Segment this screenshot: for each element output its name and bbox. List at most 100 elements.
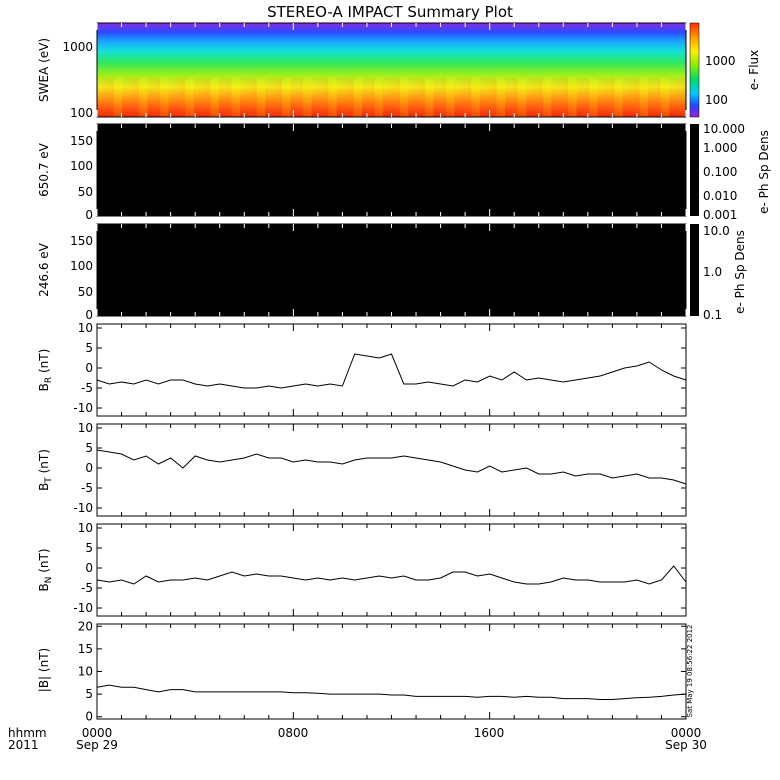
swea-streak: [614, 78, 619, 117]
flux-colorbar-label: e- Flux: [747, 50, 761, 90]
swea-streak: [681, 78, 686, 117]
swea-streak: [467, 78, 472, 117]
swea-streak: [109, 78, 114, 117]
swea-streak: [589, 78, 594, 117]
bmag-trace: [96, 684, 687, 700]
swea-streak: [113, 78, 118, 117]
swea-streak: [151, 78, 156, 117]
swea-streak: [332, 78, 337, 117]
swea-streak: [240, 78, 245, 117]
swea-streak: [219, 78, 224, 117]
bn-ytick-label-1: 5: [85, 541, 93, 555]
br-ytick-label-0: 10: [78, 321, 93, 335]
swea-streak: [336, 78, 341, 117]
pad-246-cbar-tick-10: 10.0: [703, 224, 730, 238]
swea-streak: [475, 78, 480, 117]
swea-streak: [105, 78, 110, 117]
br-ytick-label-1: 5: [85, 341, 93, 355]
pad-650-cbar-label: e- Ph Sp Dens: [757, 130, 771, 214]
swea-streak: [509, 78, 514, 117]
pad-650-ylabel: 650.7 eV: [37, 142, 51, 197]
swea-streak: [155, 78, 161, 117]
swea-streak: [126, 78, 131, 117]
pad-246-ylabel: 246.6 eV: [37, 242, 51, 297]
br-frame: [96, 323, 687, 417]
panel-pad-246: 246.6 eV 150 100 50 0 10.0 1.0 0.1 e- Ph…: [37, 223, 747, 322]
swea-streak: [442, 78, 447, 117]
bn-frame: [96, 523, 687, 617]
pad-650-spectrogram: [97, 124, 686, 216]
pad-650-ytick-100: 100: [70, 159, 93, 173]
swea-streak: [425, 78, 430, 117]
swea-streak: [387, 78, 392, 117]
swea-streak: [437, 78, 442, 117]
swea-streak: [315, 78, 320, 117]
swea-streak: [383, 78, 388, 117]
swea-streak: [345, 78, 350, 117]
swea-streak: [378, 78, 384, 117]
swea-streak: [660, 78, 665, 117]
bt-ytick-label-4: -10: [73, 501, 93, 515]
swea-streak: [231, 78, 236, 117]
swea-streak: [244, 78, 249, 117]
swea-streak: [256, 78, 262, 117]
panel-br: BR (nT) 10 5 0 -5 -10: [37, 321, 687, 417]
swea-streak: [147, 78, 152, 117]
swea-streak: [526, 78, 531, 117]
bn-ytick-label-3: -5: [81, 581, 93, 595]
swea-streak: [547, 78, 552, 117]
swea-streak: [399, 78, 405, 117]
bmag-ytick-label-0: 20: [78, 619, 93, 633]
swea-streak: [189, 78, 194, 117]
pad-650-ytick-150: 150: [70, 134, 93, 148]
swea-streak: [450, 78, 455, 117]
x-left-label-year: 2011: [8, 738, 39, 752]
swea-streak: [252, 78, 257, 117]
swea-streak: [454, 78, 459, 117]
pad-246-cbar-tick-1: 1.0: [703, 265, 722, 279]
swea-streak: [164, 78, 169, 117]
swea-streak: [492, 78, 497, 117]
swea-streak: [324, 78, 329, 117]
pad-650-colorbar: [690, 124, 699, 216]
swea-streak: [639, 78, 644, 117]
swea-streak: [656, 78, 661, 117]
bt-ytick-label-1: 5: [85, 441, 93, 455]
swea-streak: [97, 78, 102, 117]
swea-streak: [580, 78, 585, 117]
x-tick-label-1600: 1600: [474, 726, 505, 740]
swea-ytick-1000: 1000: [62, 40, 93, 54]
panel-swea: SWEA (eV) 1000 100 1000 100 e- Flux: [37, 22, 761, 120]
swea-streaks: [97, 78, 686, 117]
bmag-ylabel: |B| (nT): [37, 648, 51, 692]
bn-trace: [96, 565, 687, 585]
swea-streak: [273, 78, 278, 117]
bt-ytick-label-2: 0: [85, 461, 93, 475]
br-ytick-label-4: -10: [73, 401, 93, 415]
swea-streak: [643, 78, 649, 117]
swea-streak: [172, 78, 177, 117]
pad-650-cbar-tick-0.01: 0.010: [703, 189, 737, 203]
swea-streak: [303, 78, 308, 117]
bn-ytick-label-4: -10: [73, 601, 93, 615]
pad-650-cbar-tick-0.001: 0.001: [703, 208, 737, 222]
pad-246-cbar-label: e- Ph Sp Dens: [733, 230, 747, 314]
br-trace: [96, 353, 687, 389]
swea-streak: [500, 78, 506, 117]
swea-streak: [669, 78, 674, 117]
swea-streak: [248, 78, 253, 117]
swea-ylabel: SWEA (eV): [37, 38, 51, 102]
pad-650-ytick-0: 0: [85, 208, 93, 222]
swea-streak: [635, 78, 640, 117]
swea-streak: [618, 78, 623, 117]
swea-streak: [265, 78, 270, 117]
x-axis: hhmm 2011 0000 0800 1600 0000 Sep 29 Sep…: [8, 726, 707, 752]
pad-246-ytick-50: 50: [78, 285, 93, 299]
pad-246-ytick-0: 0: [85, 308, 93, 322]
swea-streak: [349, 78, 354, 117]
x-date-label-end: Sep 30: [665, 738, 707, 752]
x-left-label-hhmm: hhmm: [8, 726, 47, 740]
swea-streak: [538, 78, 543, 117]
swea-streak: [235, 78, 240, 117]
